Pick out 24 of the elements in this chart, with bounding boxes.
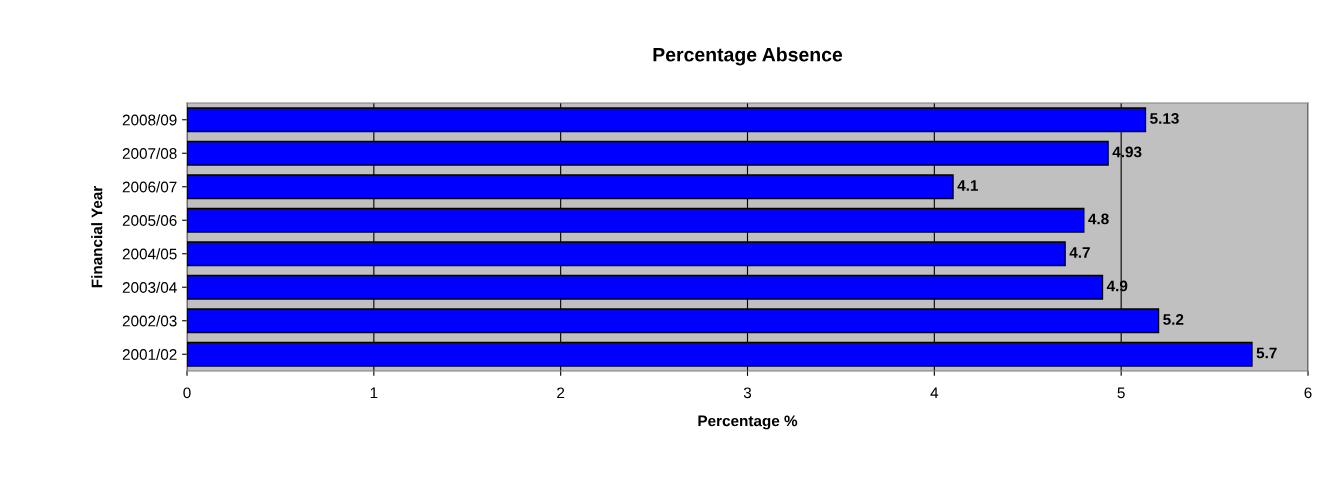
data-label: 4.8 [1088,213,1109,225]
y-tick-label: 2003/04 [122,281,177,293]
data-label: 5.7 [1256,347,1277,359]
y-tick-label: 2005/06 [122,214,177,226]
data-label: 5.13 [1150,113,1179,124]
x-tick-label: 5 [1117,387,1125,399]
y-tick-label: 2006/07 [122,181,177,193]
data-label: 4.1 [957,180,978,191]
x-tick-label: 0 [183,387,191,399]
x-tick-label: 2 [557,387,565,399]
y-tick-label: 2001/02 [122,348,177,360]
chart-title: Percentage Absence [653,47,843,66]
y-axis-title: Financial Year [91,185,103,288]
y-tick-label: 2007/08 [122,147,177,159]
y-tick-label: 2008/09 [122,114,177,126]
data-label: 4.7 [1069,247,1090,258]
x-tick-label: 1 [370,387,378,399]
x-axis-title: Percentage % [698,415,798,430]
y-tick-label: 2002/03 [122,315,177,327]
data-label: 5.2 [1163,314,1184,325]
x-tick-label: 6 [1304,387,1312,399]
y-tick-label: 2004/05 [122,248,177,260]
x-tick-label: 3 [743,387,752,399]
x-tick-label: 4 [930,387,939,399]
